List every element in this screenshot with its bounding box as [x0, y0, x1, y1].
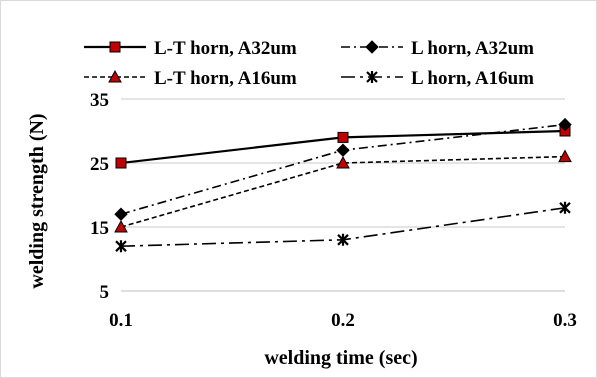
- legend-label: L-T horn, A16um: [154, 68, 297, 89]
- series-lines: [114, 117, 572, 253]
- data-point: [115, 240, 127, 253]
- data-point: [336, 143, 350, 157]
- data-point: [558, 117, 572, 132]
- legend-label: L horn, A32um: [411, 38, 534, 59]
- x-tick-label: 0.1: [109, 310, 133, 331]
- x-tick-label: 0.2: [331, 310, 355, 331]
- y-tick-label: 35: [90, 90, 109, 111]
- data-point: [114, 219, 128, 233]
- data-point: [337, 233, 349, 246]
- legend-item: L horn, A16um: [341, 68, 534, 89]
- legend-label: L-T horn, A32um: [154, 38, 297, 59]
- series-4: [115, 201, 571, 253]
- series-line: [120, 155, 566, 228]
- legend-marker: [108, 69, 122, 83]
- data-point: [336, 155, 350, 169]
- legend-marker: [109, 41, 121, 53]
- data-point: [337, 131, 349, 143]
- y-tick-label: 25: [90, 154, 109, 175]
- series-2: [114, 117, 572, 221]
- x-tick-label: 0.3: [553, 310, 577, 331]
- data-point: [559, 201, 571, 214]
- tick-labels: 5 15 25 35 0.1 0.2 0.3: [90, 90, 577, 331]
- legend-marker: [366, 71, 378, 83]
- y-axis-title: welding strength (N): [26, 113, 48, 288]
- y-tick-label: 15: [90, 218, 109, 239]
- legend: L-T horn, A32um L horn, A32um L-T horn, A1…: [84, 38, 534, 89]
- legend-item: L-T horn, A32um: [84, 38, 297, 59]
- series-3: [114, 149, 572, 233]
- data-point: [558, 149, 572, 163]
- data-point: [115, 157, 127, 169]
- legend-label: L horn, A16um: [411, 68, 534, 89]
- y-tick-label: 5: [100, 282, 110, 303]
- x-axis-title: welding time (sec): [264, 347, 417, 369]
- legend-marker: [365, 40, 379, 54]
- legend-item: L horn, A32um: [341, 38, 534, 59]
- legend-item: L-T horn, A16um: [84, 68, 297, 89]
- data-point: [114, 207, 128, 221]
